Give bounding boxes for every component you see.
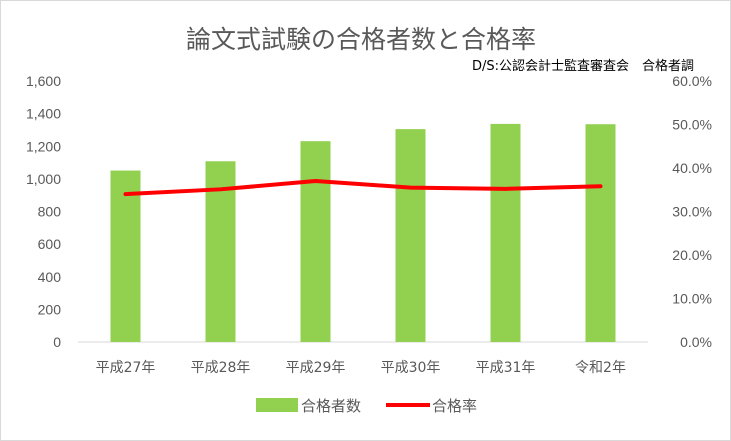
y-left-tick-label: 1,400 — [26, 106, 61, 122]
y-left-tick-label: 1,600 — [26, 73, 61, 89]
source-note: D/S:公認会計士監査審査会 合格者調 — [472, 58, 694, 74]
bar — [490, 123, 521, 342]
y-right-tick-label: 20.0% — [672, 247, 712, 263]
y-right-tick-label: 10.0% — [672, 291, 712, 307]
x-tick-label: 平成27年 — [96, 360, 156, 376]
x-tick-label: 令和2年 — [575, 360, 626, 376]
bar — [300, 141, 331, 342]
chart-title: 論文式試験の合格者数と合格率 — [186, 25, 536, 54]
y-left-tick-label: 200 — [38, 301, 62, 317]
y-left-tick-label: 800 — [38, 204, 62, 220]
y-right-tick-label: 50.0% — [672, 117, 712, 133]
bar — [110, 170, 141, 342]
y-left-tick-label: 1,200 — [26, 138, 61, 154]
rate-line-path — [123, 179, 603, 197]
x-tick-label: 平成29年 — [286, 360, 346, 376]
y-right-tick-label: 40.0% — [672, 160, 712, 176]
bar — [585, 124, 616, 343]
legend-label-bar: 合格者数 — [301, 397, 361, 415]
y-right-tick-label: 30.0% — [672, 204, 712, 220]
y-left-tick-label: 600 — [38, 236, 62, 252]
legend-swatch-bar — [256, 398, 298, 412]
x-tick-label: 平成31年 — [476, 360, 536, 376]
tick-labels: 0 200 400 600 800 1,000 1,200 1,400 1,600 0.0% 10.… — [26, 73, 712, 376]
bars — [110, 123, 616, 343]
y-right-tick-label: 60.0% — [672, 73, 712, 89]
x-tick-label: 平成28年 — [191, 360, 251, 376]
legend: 合格者数 合格率 — [256, 397, 477, 415]
y-right-tick-label: 0.0% — [680, 334, 712, 350]
y-left-tick-label: 0 — [53, 334, 61, 350]
legend-label-line: 合格率 — [432, 397, 477, 415]
x-tick-label: 平成30年 — [381, 360, 441, 376]
rate-line — [123, 179, 603, 197]
y-left-tick-label: 1,000 — [26, 171, 61, 187]
y-left-tick-label: 400 — [38, 269, 62, 285]
bar — [395, 129, 426, 342]
